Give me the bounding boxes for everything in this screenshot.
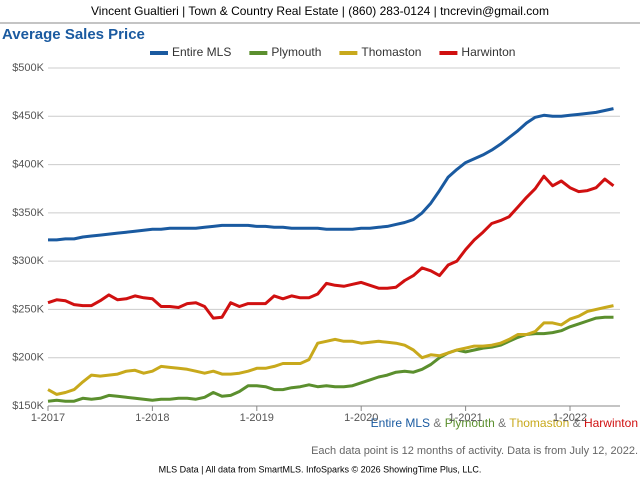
series-line	[47, 304, 614, 396]
y-tick-label: $150K	[12, 400, 44, 412]
legend-joiner: &	[573, 416, 581, 430]
chart-title: Average Sales Price	[2, 26, 145, 43]
legend-label: Plymouth	[271, 45, 321, 59]
legend-joiner: &	[433, 416, 441, 430]
footer: MLS Data | All data from SmartMLS. InfoS…	[159, 464, 482, 474]
y-tick-label: $500K	[12, 62, 44, 74]
x-tick-label: 1-2019	[240, 412, 274, 424]
footer-legend: Entire MLS & Plymouth & Thomaston & Harw…	[371, 416, 638, 430]
legend-label: Thomaston	[361, 45, 421, 59]
y-tick-label: $250K	[12, 303, 44, 315]
footer-legend-label: Plymouth	[445, 416, 495, 430]
footer-legend-label: Thomaston	[509, 416, 569, 430]
series-line	[48, 107, 614, 242]
x-tick-label: 1-2020	[344, 412, 378, 424]
note: Each data point is 12 months of activity…	[311, 445, 638, 457]
legend-label: Harwinton	[461, 45, 515, 59]
y-tick-label: $350K	[12, 207, 44, 219]
legend-label: Entire MLS	[172, 45, 231, 59]
y-tick-label: $400K	[12, 158, 44, 170]
legend-joiner: &	[498, 416, 506, 430]
y-tick-label: $300K	[12, 255, 44, 267]
header: Vincent Gualtieri | Town & Country Real …	[91, 4, 549, 18]
x-tick-label: 1-2021	[448, 412, 482, 424]
x-tick-label: 1-2017	[31, 412, 65, 424]
y-tick-label: $450K	[12, 110, 44, 122]
footer-legend-label: Harwinton	[584, 416, 638, 430]
y-tick-label: $200K	[12, 352, 44, 364]
x-tick-label: 1-2018	[135, 412, 169, 424]
x-tick-label: 1-2022	[553, 412, 587, 424]
series-line	[47, 174, 615, 320]
series-line	[47, 315, 614, 403]
footer-legend-label: Entire MLS	[371, 416, 430, 430]
